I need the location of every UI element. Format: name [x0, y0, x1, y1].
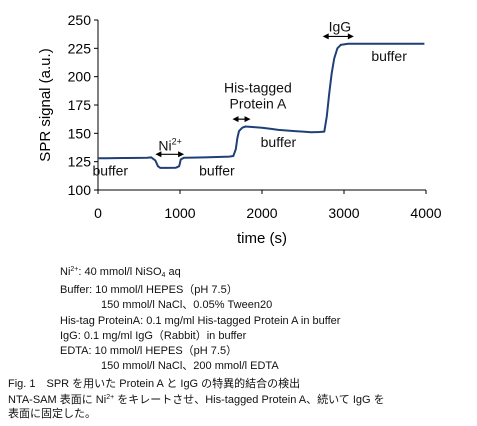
spr-chart: 100 125 150 175 200 225 250 0 1000 2000 3000 4000 b…: [37, 12, 442, 247]
chart-annotation: buffer: [261, 134, 297, 150]
chart-annotation: buffer: [199, 162, 235, 178]
arrow-head-left: [322, 33, 329, 40]
y-tick-label: 250: [68, 12, 92, 28]
chart-ticks: 100 125 150 175 200 225 250 0 1000 2000 3000 4000: [68, 12, 442, 221]
caption-line2: NTA-SAM 表面に Ni2+ をキレートさせ、His-tagged Prot…: [8, 394, 385, 406]
chart-annotation: Protein A: [229, 95, 286, 111]
chart-annotation: His-tagged: [224, 80, 292, 96]
caption-line3: 表面に固定した。: [8, 408, 96, 420]
y-tick-label: 150: [68, 125, 92, 141]
arrow-head-left: [155, 151, 162, 158]
note-buffer: Buffer: 10 mmol/l HEPES（pH 7.5）: [60, 284, 238, 297]
condition-notes: Ni2+: 40 mmol/l NiSO4 aq Buffer: 10 mmol…: [60, 262, 340, 374]
chart-annotation: Ni2+: [158, 136, 182, 153]
injection-arrow: [155, 151, 185, 158]
injection-arrow: [232, 116, 251, 123]
x-tick-label: 4000: [410, 205, 441, 221]
x-tick-label: 1000: [164, 205, 195, 221]
chart-annotation: IgG: [329, 18, 352, 34]
note-ni: Ni2+: 40 mmol/l NiSO4 aq: [60, 266, 181, 279]
injection-arrow: [322, 33, 354, 40]
x-axis-label: time (s): [237, 230, 287, 247]
x-tick-label: 0: [94, 205, 102, 221]
chart-annotation: buffer: [93, 162, 129, 178]
chart-annotation: buffer: [371, 48, 407, 64]
y-axis-label: SPR signal (a.u.): [37, 48, 54, 161]
arrow-head-right: [178, 151, 185, 158]
y-tick-label: 100: [68, 182, 92, 198]
figure-caption: Fig. 1 SPR を用いた Protein A と IgG の特異的結合の検…: [8, 377, 470, 421]
x-tick-label: 3000: [328, 205, 359, 221]
y-tick-label: 125: [68, 154, 92, 170]
y-tick-label: 225: [68, 40, 92, 56]
note-his-tag: His-tag ProteinA: 0.1 mg/ml His-tagged P…: [60, 314, 341, 327]
spr-signal-line: [98, 42, 425, 169]
chart-series: [98, 42, 425, 169]
y-tick-label: 200: [68, 69, 92, 85]
caption-title: Fig. 1 SPR を用いた Protein A と IgG の特異的結合の検…: [8, 378, 301, 390]
arrow-head-left: [232, 116, 239, 123]
note-buffer-cont: 150 mmol/l NaCl、0.05% Tween20: [101, 299, 273, 312]
arrow-head-right: [244, 116, 251, 123]
note-igg: IgG: 0.1 mg/ml IgG（Rabbit）in buffer: [60, 329, 247, 342]
x-tick-label: 2000: [246, 205, 277, 221]
note-edta: EDTA: 10 mmol/l HEPES（pH 7.5）: [60, 345, 238, 358]
y-tick-label: 175: [68, 97, 92, 113]
arrow-head-right: [347, 33, 354, 40]
chart-arrows: [155, 33, 354, 158]
note-edta-cont: 150 mmol/l NaCl、200 mmol/l EDTA: [101, 360, 279, 373]
